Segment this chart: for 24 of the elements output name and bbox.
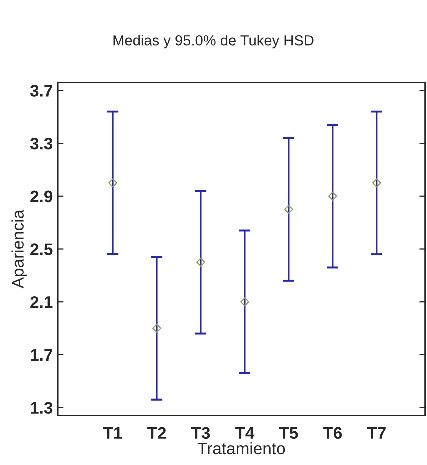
y-tick-label: 3.3 [30,138,53,150]
point [328,192,338,201]
x-tick-label: T4 [235,427,255,439]
point [108,178,118,188]
y-tick-label: 2.1 [30,296,53,308]
y-axis-title: Apariencia [12,210,28,289]
x-axis-title: Tratamiento [198,442,286,455]
y-tick-label: 1.7 [31,350,52,361]
point [152,324,162,333]
point [284,205,294,214]
point [372,178,382,188]
x-tick-label: T7 [367,427,386,439]
y-tick-label: 1.3 [31,402,53,414]
y-tick-label: 2.5 [30,244,53,256]
x-tick-label: T5 [279,427,298,440]
x-tick-label: T2 [147,427,166,439]
point [240,298,250,307]
y-tick-label: 3.7 [30,85,52,97]
y-tick-label: 2.9 [30,190,53,203]
x-tick-label: T1 [104,427,122,439]
x-tick-label: T6 [323,427,342,440]
chart-title: Medias y 95.0% de Tukey HSD [114,35,314,49]
x-tick-label: T3 [191,427,210,440]
point [196,258,206,267]
